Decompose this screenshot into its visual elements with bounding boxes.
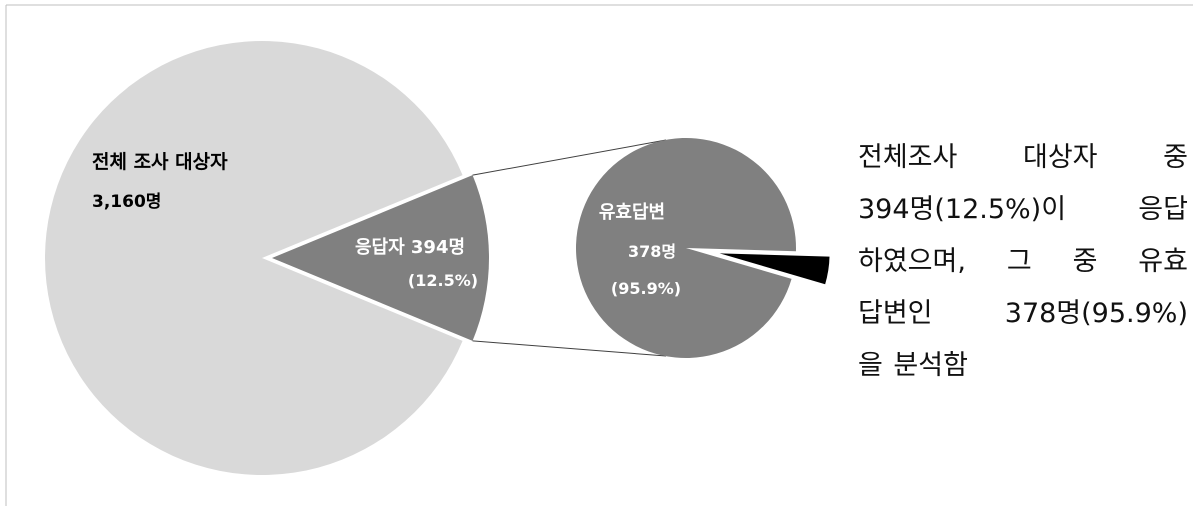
label-respondents-line1: 응답자 394명	[355, 237, 465, 258]
summary-note-line: 답변인 378명(95.9%)	[858, 298, 1188, 329]
connector-line-top	[472, 139, 667, 176]
pie-slice-total-population	[44, 40, 463, 475]
summary-note: 전체조사 대상자 중 394명(12.5%)이 응답 하였으며, 그 중 유효 …	[858, 132, 1188, 392]
label-total-line2: 3,160명	[92, 192, 161, 212]
summary-note-line: 하였으며, 그 중 유효	[858, 246, 1188, 277]
slice-labels: 전체 조사 대상자 3,160명 응답자 394명 (12.5%) 유효답변 3…	[92, 151, 681, 298]
summary-note-line: 전체조사 대상자 중	[858, 142, 1188, 173]
summary-note-line: 을 분석함	[858, 350, 968, 381]
pie-slice-invalid-answers	[719, 253, 830, 285]
frame-border	[5, 4, 1193, 506]
label-valid-line3: (95.9%)	[611, 279, 681, 298]
secondary-pie	[576, 137, 830, 358]
label-total-line1: 전체 조사 대상자	[92, 151, 228, 173]
pie-slice-respondents	[272, 175, 489, 341]
summary-note-line: 394명(12.5%)이 응답	[858, 194, 1188, 225]
label-valid-line2: 378명	[628, 242, 676, 261]
connector-line-bottom	[472, 340, 667, 357]
primary-pie	[44, 40, 489, 475]
pie-slice-valid-answers	[576, 137, 797, 358]
label-valid-line1: 유효답변	[599, 202, 665, 223]
label-respondents-line2: (12.5%)	[408, 271, 478, 290]
connector-lines	[472, 139, 667, 357]
